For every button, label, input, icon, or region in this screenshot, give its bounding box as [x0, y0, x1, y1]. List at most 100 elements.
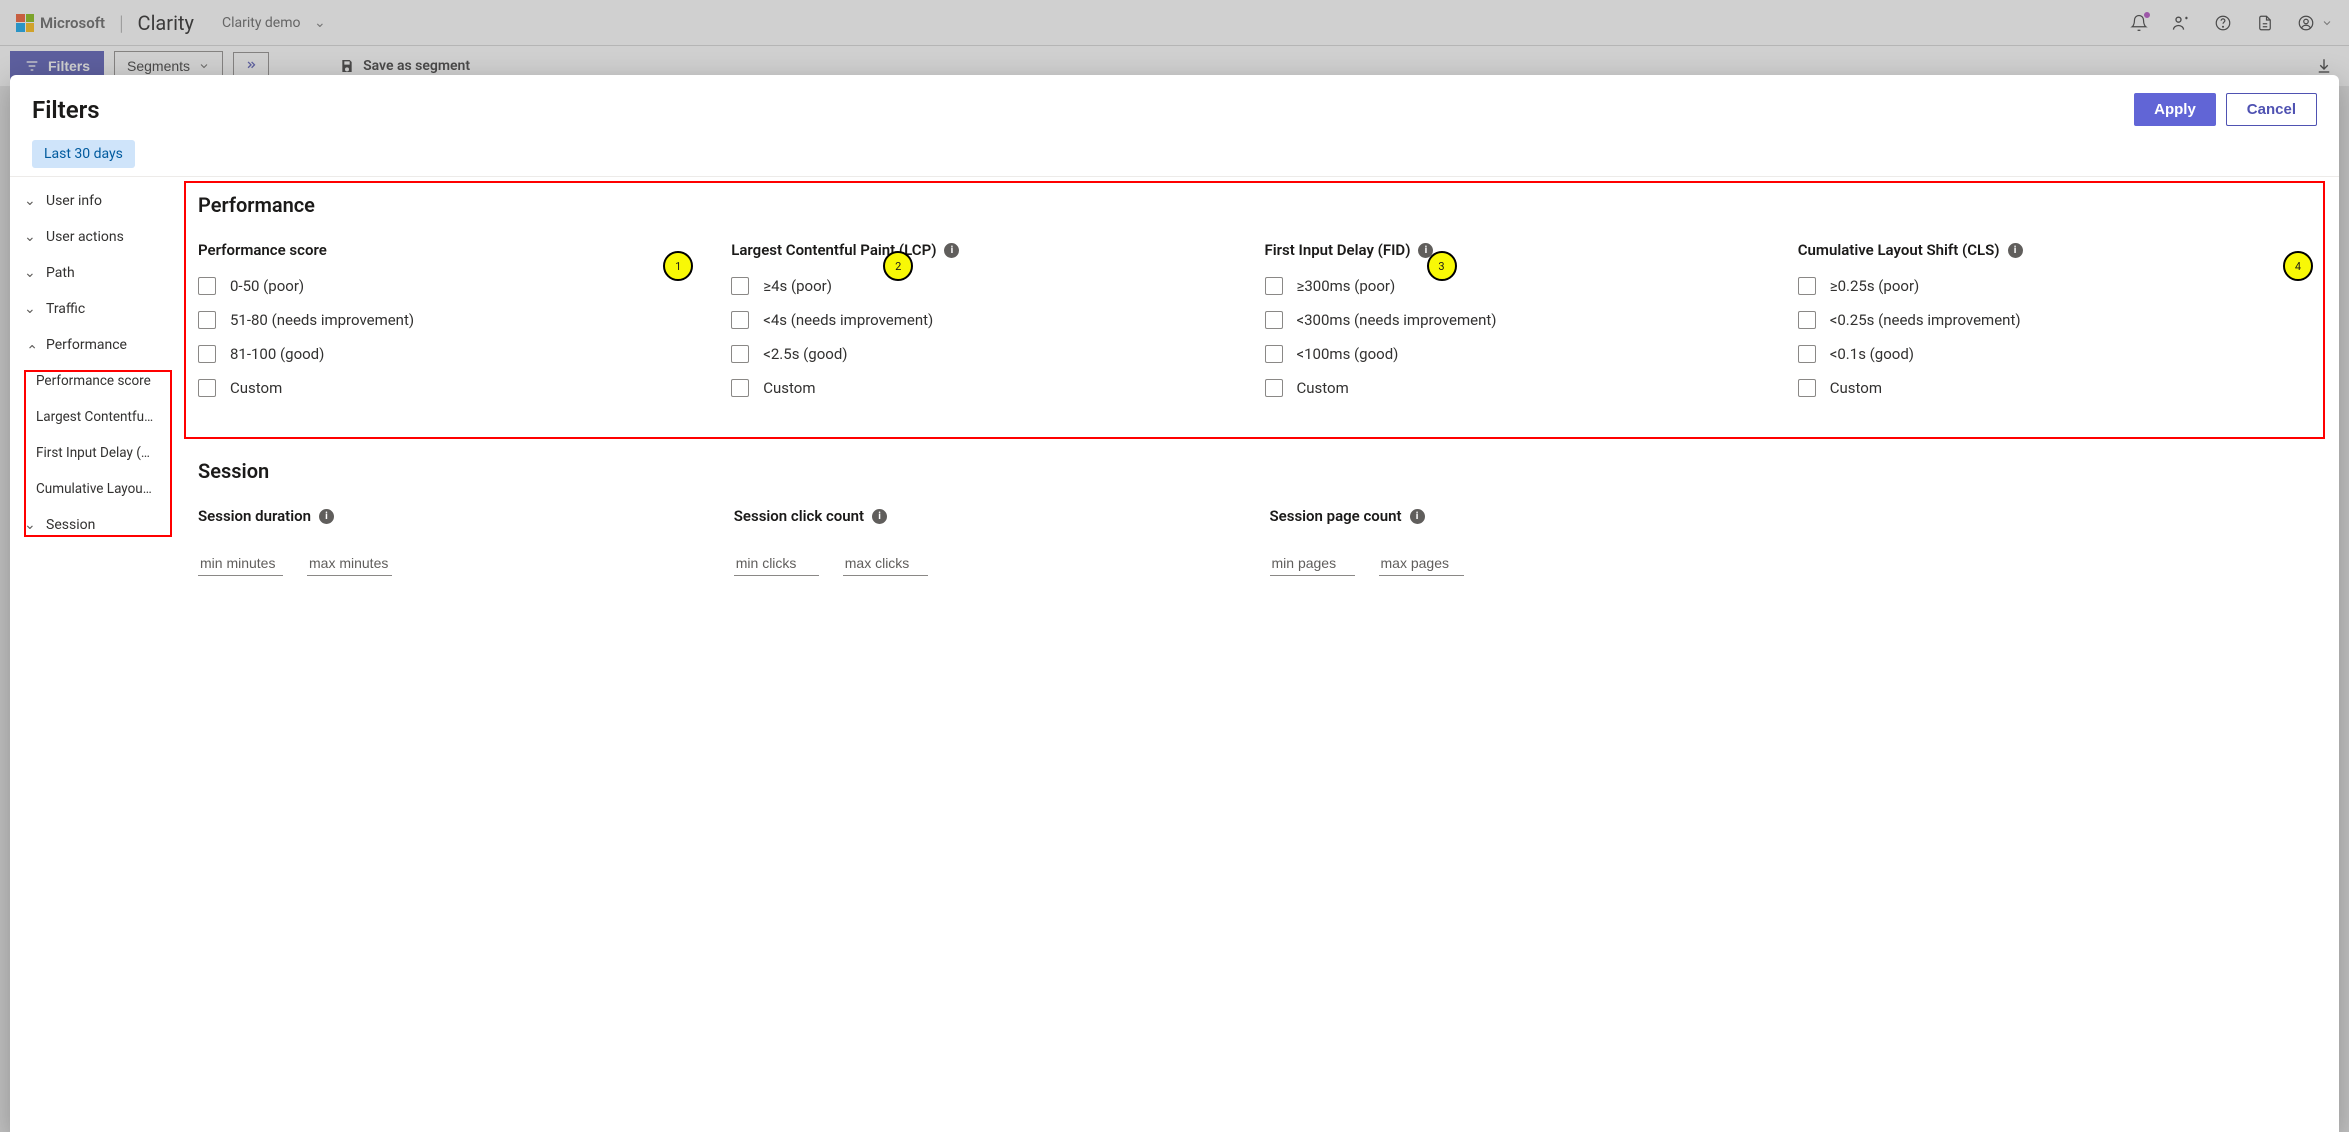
notifications-icon[interactable]: [2129, 13, 2149, 33]
annotation-bubble-3: 3: [1427, 251, 1457, 281]
perf-cls-opt-needs[interactable]: <0.25s (needs improvement): [1798, 311, 2311, 329]
date-range-pill[interactable]: Last 30 days: [32, 140, 135, 168]
sidebar-item-user-info[interactable]: ⌄ User info: [14, 183, 166, 219]
sidebar-item-path[interactable]: ⌄ Path: [14, 255, 166, 291]
project-selector[interactable]: Clarity demo ⌄: [222, 15, 326, 31]
help-icon[interactable]: [2213, 13, 2233, 33]
session-clicks-min-input[interactable]: [734, 551, 819, 576]
brand-divider: |: [119, 11, 123, 35]
perf-score-title: Performance score: [198, 241, 327, 259]
checkbox[interactable]: [731, 311, 749, 329]
chevron-down-icon: ⌄: [314, 15, 326, 31]
save-segment-label: Save as segment: [363, 58, 470, 74]
people-icon[interactable]: [2171, 13, 2191, 33]
perf-lcp-opt-good[interactable]: <2.5s (good): [731, 345, 1244, 363]
notification-badge: [2143, 11, 2151, 19]
session-section-title: Session: [198, 459, 2321, 483]
checkbox[interactable]: [731, 345, 749, 363]
top-bar: Microsoft | Clarity Clarity demo ⌄ Dashb…: [0, 0, 2349, 46]
checkbox[interactable]: [1265, 277, 1283, 295]
checkbox[interactable]: [1798, 277, 1816, 295]
segments-button-label: Segments: [127, 58, 190, 74]
checkbox[interactable]: [1265, 311, 1283, 329]
annotation-bubble-4: 4: [2283, 251, 2313, 281]
sidebar-label: User info: [46, 193, 102, 209]
perf-fid-opt-custom[interactable]: Custom: [1265, 379, 1778, 397]
checkbox[interactable]: [1265, 345, 1283, 363]
info-icon[interactable]: i: [319, 509, 334, 524]
session-clicks-max-input[interactable]: [843, 551, 928, 576]
sidebar-item-performance[interactable]: ⌄ Performance: [14, 327, 166, 363]
session-clicks-title: Session click count: [734, 507, 864, 525]
checkbox[interactable]: [198, 345, 216, 363]
chevron-down-icon: ⌄: [24, 265, 38, 281]
session-pages-max-input[interactable]: [1379, 551, 1464, 576]
chevron-down-icon: ⌄: [24, 301, 38, 317]
info-icon[interactable]: i: [872, 509, 887, 524]
microsoft-logo-icon: [16, 14, 34, 32]
perf-lcp-opt-poor[interactable]: ≥4s (poor): [731, 277, 1244, 295]
session-clicks-column: Session click count i: [734, 507, 1250, 576]
apply-button[interactable]: Apply: [2134, 93, 2216, 126]
sidebar-item-traffic[interactable]: ⌄ Traffic: [14, 291, 166, 327]
checkbox[interactable]: [198, 379, 216, 397]
download-icon[interactable]: [2315, 57, 2333, 75]
chevron-down-icon: ⌄: [24, 229, 38, 245]
checkbox[interactable]: [198, 277, 216, 295]
filter-sidebar: ⌄ User info ⌄ User actions ⌄ Path ⌄ Traf…: [10, 177, 170, 1132]
checkbox[interactable]: [1798, 311, 1816, 329]
session-duration-title: Session duration: [198, 507, 311, 525]
perf-fid-opt-good[interactable]: <100ms (good): [1265, 345, 1778, 363]
info-icon[interactable]: i: [944, 243, 959, 258]
session-pages-title: Session page count: [1270, 507, 1402, 525]
modal-title: Filters: [32, 96, 100, 124]
sidebar-label: Path: [46, 265, 75, 281]
cancel-button[interactable]: Cancel: [2226, 93, 2317, 126]
perf-fid-column: First Input Delay (FID) i 3 ≥300ms (poor…: [1265, 241, 1778, 413]
sidebar-item-user-actions[interactable]: ⌄ User actions: [14, 219, 166, 255]
session-duration-min-input[interactable]: [198, 551, 283, 576]
chevron-down-icon: ⌄: [24, 193, 38, 209]
checkbox[interactable]: [1798, 379, 1816, 397]
filters-button-label: Filters: [48, 58, 90, 74]
perf-cls-title: Cumulative Layout Shift (CLS): [1798, 241, 2000, 259]
chevron-up-icon: ⌄: [24, 341, 38, 357]
perf-cls-opt-poor[interactable]: ≥0.25s (poor): [1798, 277, 2311, 295]
perf-fid-title: First Input Delay (FID): [1265, 241, 1411, 259]
perf-lcp-opt-needs[interactable]: <4s (needs improvement): [731, 311, 1244, 329]
save-as-segment[interactable]: Save as segment: [339, 58, 470, 74]
filter-content: Performance Performance score 1 0-50 (po…: [170, 177, 2339, 1132]
checkbox[interactable]: [731, 277, 749, 295]
annotation-redbox-performance: Performance Performance score 1 0-50 (po…: [184, 181, 2325, 439]
session-duration-max-input[interactable]: [307, 551, 392, 576]
session-pages-column: Session page count i: [1270, 507, 1786, 576]
session-pages-min-input[interactable]: [1270, 551, 1355, 576]
perf-score-opt-poor[interactable]: 0-50 (poor): [198, 277, 711, 295]
session-duration-column: Session duration i: [198, 507, 714, 576]
perf-score-opt-custom[interactable]: Custom: [198, 379, 711, 397]
project-name: Clarity demo: [222, 15, 301, 31]
checkbox[interactable]: [1265, 379, 1283, 397]
checkbox[interactable]: [731, 379, 749, 397]
perf-fid-opt-needs[interactable]: <300ms (needs improvement): [1265, 311, 1778, 329]
checkbox[interactable]: [198, 311, 216, 329]
filters-modal: Filters Apply Cancel Last 30 days ⌄ User…: [10, 75, 2339, 1132]
info-icon[interactable]: i: [1410, 509, 1425, 524]
perf-lcp-opt-custom[interactable]: Custom: [731, 379, 1244, 397]
perf-score-opt-good[interactable]: 81-100 (good): [198, 345, 711, 363]
performance-section-title: Performance: [198, 193, 2311, 217]
perf-cls-opt-good[interactable]: <0.1s (good): [1798, 345, 2311, 363]
sidebar-label: Traffic: [46, 301, 85, 317]
document-icon[interactable]: [2255, 13, 2275, 33]
sidebar-label: Performance: [46, 337, 127, 353]
perf-fid-opt-poor[interactable]: ≥300ms (poor): [1265, 277, 1778, 295]
perf-lcp-column: Largest Contentful Paint (LCP) i 2 ≥4s (…: [731, 241, 1244, 413]
checkbox[interactable]: [1798, 345, 1816, 363]
perf-score-opt-needs[interactable]: 51-80 (needs improvement): [198, 311, 711, 329]
perf-cls-column: Cumulative Layout Shift (CLS) i 4 ≥0.25s…: [1798, 241, 2311, 413]
account-icon[interactable]: [2297, 13, 2333, 33]
info-icon[interactable]: i: [2008, 243, 2023, 258]
sidebar-label: User actions: [46, 229, 124, 245]
perf-score-column: Performance score 1 0-50 (poor) 51-80 (n…: [198, 241, 711, 413]
perf-cls-opt-custom[interactable]: Custom: [1798, 379, 2311, 397]
